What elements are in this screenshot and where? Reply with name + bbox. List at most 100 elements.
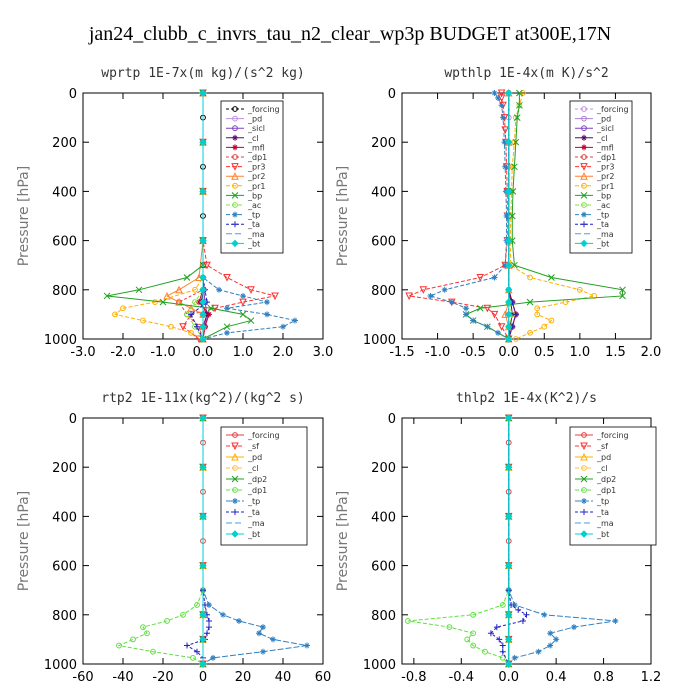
legend-marker — [232, 202, 238, 208]
data-point — [152, 299, 158, 306]
figure-title: jan24_clubb_c_invrs_tau_n2_clear_wp3p BU… — [88, 23, 611, 45]
data-point — [199, 611, 207, 619]
x-tick-label: -3.0 — [70, 345, 95, 360]
data-point — [120, 305, 126, 312]
data-point — [180, 611, 186, 618]
x-tick-label: 1.0 — [233, 345, 254, 360]
legend-label: _pr3 — [596, 163, 614, 172]
legend-box — [569, 100, 633, 254]
legend: _forcing _sf _pd _cl _dp2 _dp1 _tp _ta _ma _bt — [569, 426, 657, 546]
data-point — [512, 311, 519, 318]
legend-marker — [580, 530, 588, 538]
data-point — [264, 311, 270, 318]
data-point — [194, 602, 200, 608]
legend-label: _ma — [247, 230, 265, 239]
legend-label: _ma — [596, 519, 614, 528]
legend-marker — [580, 172, 588, 180]
data-point — [505, 660, 513, 668]
x-tick-label: 0.0 — [498, 345, 519, 360]
data-point — [509, 188, 517, 195]
data-point — [570, 624, 577, 631]
legend-label: _forcing — [596, 431, 629, 440]
data-point — [199, 89, 207, 97]
data-point — [619, 286, 626, 294]
data-point — [216, 286, 222, 293]
data-point — [516, 101, 523, 109]
legend-label: _tp — [596, 497, 609, 506]
data-point — [194, 323, 200, 330]
legend-marker — [580, 452, 588, 461]
data-point — [500, 114, 507, 121]
x-tick-label: 0.4 — [546, 670, 567, 685]
y-tick-label: 1000 — [44, 658, 77, 673]
data-point — [520, 90, 526, 96]
legend-marker — [581, 125, 587, 132]
x-tick-label: -1.0 — [150, 345, 175, 360]
panel-title: wprtp 1E-7x(m kg)/(s^2 kg) — [101, 66, 305, 81]
legend-marker — [232, 509, 238, 515]
data-point — [519, 617, 526, 624]
data-point — [206, 601, 212, 608]
legend-label: _bp — [596, 191, 611, 200]
y-axis-label: Pressure [hPa] — [16, 491, 32, 591]
y-tick-label: 800 — [371, 284, 396, 299]
y-axis-label: Pressure [hPa] — [335, 166, 351, 266]
data-point — [163, 291, 171, 300]
x-tick-label: -60 — [72, 670, 93, 685]
legend-label: _dp2 — [247, 475, 267, 484]
panel-title: thlp2 1E-4x(K^2)/s — [456, 391, 597, 406]
x-tick-label: 40 — [275, 670, 292, 685]
series-bt — [199, 414, 207, 668]
data-point — [491, 90, 498, 96]
data-point — [150, 648, 156, 655]
data-point — [188, 329, 194, 336]
series-bt — [199, 89, 207, 343]
legend-label: _tp — [247, 497, 260, 506]
y-tick-label: 0 — [388, 412, 396, 427]
data-point — [547, 630, 554, 637]
data-point — [511, 261, 518, 269]
legend-box — [569, 426, 657, 546]
y-tick-label: 200 — [52, 136, 77, 151]
legend-label: _forcing — [596, 105, 629, 114]
data-point — [511, 601, 518, 608]
data-point — [505, 322, 513, 331]
data-point — [516, 89, 523, 97]
x-tick-label: 0 — [199, 670, 207, 685]
data-point — [470, 630, 477, 637]
chart-panel-3: rtp2 1E-11x(kg^2)/(kg^2 s) Pressure [hPa]… — [16, 391, 331, 685]
data-point — [505, 298, 513, 306]
legend-marker — [581, 221, 587, 228]
legend-label: _cl — [247, 464, 259, 473]
legend-label: _bt — [596, 239, 609, 248]
series-line — [407, 93, 510, 340]
legend-label: _bt — [596, 530, 609, 539]
data-point — [495, 329, 502, 336]
data-point — [547, 642, 554, 649]
data-point — [199, 635, 207, 644]
data-point — [512, 138, 520, 146]
data-point — [199, 660, 207, 668]
legend-label: _forcing — [247, 431, 280, 440]
data-point — [240, 292, 246, 299]
data-point — [470, 317, 477, 324]
series-line — [190, 93, 208, 340]
data-point — [224, 305, 230, 312]
x-tick-label: 0.8 — [593, 670, 614, 685]
data-point — [220, 611, 226, 618]
y-tick-label: 0 — [69, 412, 77, 427]
legend-marker — [580, 442, 588, 451]
data-point — [405, 618, 411, 624]
panel-title: wpthlp 1E-4x(m K)/s^2 — [444, 66, 608, 81]
data-point — [527, 329, 533, 336]
x-tick-label: -2.0 — [110, 345, 135, 360]
series-pr3 — [405, 89, 513, 344]
chart-panel-4: thlp2 1E-4x(K^2)/s Pressure [hPa] -0.8 -0.4… — [335, 391, 661, 685]
legend-marker — [232, 211, 238, 218]
legend-label: _pd — [247, 115, 262, 124]
data-point — [499, 642, 506, 649]
data-point — [482, 648, 488, 655]
y-tick-label: 1000 — [44, 333, 77, 348]
x-tick-label: 0.5 — [534, 345, 555, 360]
